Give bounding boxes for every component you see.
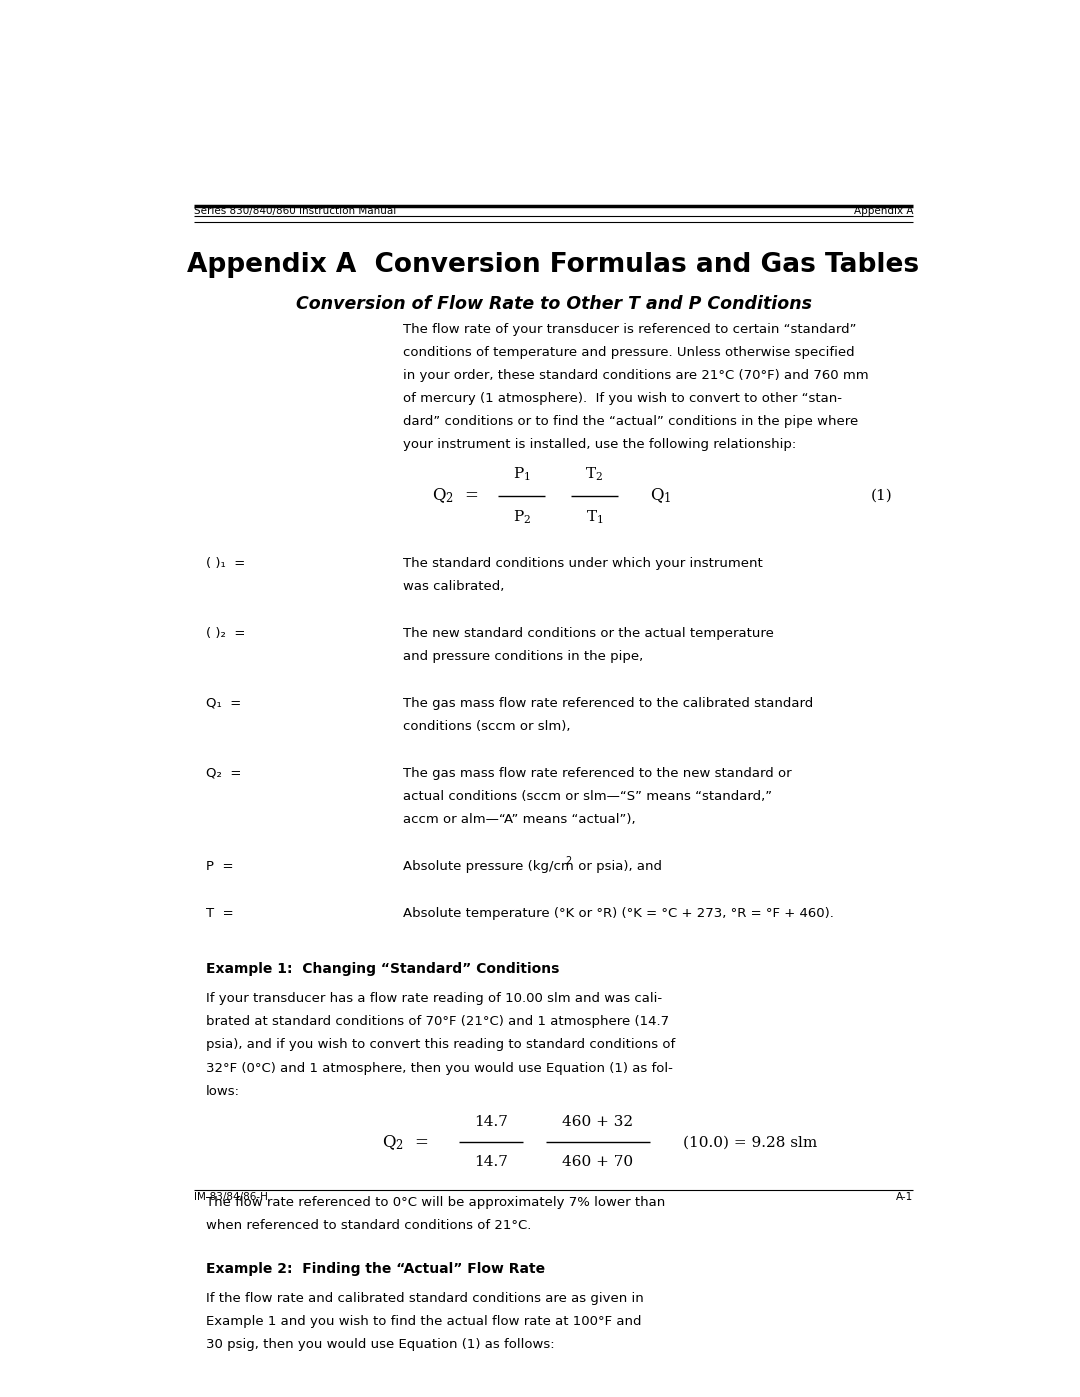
Text: The standard conditions under which your instrument: The standard conditions under which your…	[403, 557, 762, 570]
Text: Example 2:  Finding the “Actual” Flow Rate: Example 2: Finding the “Actual” Flow Rat…	[206, 1261, 545, 1275]
Text: 14.7: 14.7	[474, 1155, 508, 1169]
Text: $\mathregular{Q_1}$: $\mathregular{Q_1}$	[650, 486, 672, 506]
Text: psia), and if you wish to convert this reading to standard conditions of: psia), and if you wish to convert this r…	[206, 1038, 675, 1052]
Text: T  =: T =	[206, 907, 233, 919]
Text: Series 830/840/860 Instruction Manual: Series 830/840/860 Instruction Manual	[193, 205, 396, 215]
Text: conditions (sccm or slm),: conditions (sccm or slm),	[403, 719, 570, 733]
Text: Example 1:  Changing “Standard” Conditions: Example 1: Changing “Standard” Condition…	[206, 963, 559, 977]
Text: The new standard conditions or the actual temperature: The new standard conditions or the actua…	[403, 627, 773, 640]
Text: P  =: P =	[206, 859, 233, 873]
Text: dard” conditions or to find the “actual” conditions in the pipe where: dard” conditions or to find the “actual”…	[403, 415, 859, 427]
Text: $\mathregular{Q_2}$  =: $\mathregular{Q_2}$ =	[432, 486, 478, 506]
Text: lows:: lows:	[206, 1084, 240, 1098]
Text: 460 + 32: 460 + 32	[563, 1115, 634, 1129]
Text: 460 + 70: 460 + 70	[563, 1155, 634, 1169]
Text: or psia), and: or psia), and	[573, 859, 662, 873]
Text: Conversion of Flow Rate to Other T and P Conditions: Conversion of Flow Rate to Other T and P…	[296, 295, 811, 313]
Text: in your order, these standard conditions are 21°C (70°F) and 760 mm: in your order, these standard conditions…	[403, 369, 868, 381]
Text: The gas mass flow rate referenced to the new standard or: The gas mass flow rate referenced to the…	[403, 767, 792, 780]
Text: The flow rate of your transducer is referenced to certain “standard”: The flow rate of your transducer is refe…	[403, 323, 856, 335]
Text: 30 psig, then you would use Equation (1) as follows:: 30 psig, then you would use Equation (1)…	[206, 1338, 555, 1351]
Text: and pressure conditions in the pipe,: and pressure conditions in the pipe,	[403, 650, 643, 664]
Text: The flow rate referenced to 0°C will be approximately 7% lower than: The flow rate referenced to 0°C will be …	[206, 1196, 665, 1208]
Text: ( )₁  =: ( )₁ =	[206, 557, 245, 570]
Text: when referenced to standard conditions of 21°C.: when referenced to standard conditions o…	[206, 1220, 531, 1232]
Text: Absolute pressure (kg/cm: Absolute pressure (kg/cm	[403, 859, 573, 873]
Text: A-1: A-1	[896, 1192, 914, 1201]
Text: ( )₂  =: ( )₂ =	[206, 627, 245, 640]
Text: (1): (1)	[870, 489, 892, 503]
Text: 32°F (0°C) and 1 atmosphere, then you would use Equation (1) as fol-: 32°F (0°C) and 1 atmosphere, then you wo…	[206, 1062, 673, 1074]
Text: (10.0) = 9.28 slm: (10.0) = 9.28 slm	[684, 1136, 818, 1150]
Text: Appendix A  Conversion Formulas and Gas Tables: Appendix A Conversion Formulas and Gas T…	[188, 251, 919, 278]
Text: $\mathregular{T_1}$: $\mathregular{T_1}$	[585, 509, 604, 527]
Text: Q₂  =: Q₂ =	[206, 767, 242, 780]
Text: of mercury (1 atmosphere).  If you wish to convert to other “stan-: of mercury (1 atmosphere). If you wish t…	[403, 393, 841, 405]
Text: $\mathregular{P_1}$: $\mathregular{P_1}$	[513, 465, 530, 483]
Text: Example 1 and you wish to find the actual flow rate at 100°F and: Example 1 and you wish to find the actua…	[206, 1315, 642, 1329]
Text: 2: 2	[565, 855, 571, 866]
Text: your instrument is installed, use the following relationship:: your instrument is installed, use the fo…	[403, 439, 796, 451]
Text: $\mathregular{T_2}$: $\mathregular{T_2}$	[585, 465, 604, 483]
Text: 14.7: 14.7	[474, 1115, 508, 1129]
Text: If the flow rate and calibrated standard conditions are as given in: If the flow rate and calibrated standard…	[206, 1292, 644, 1305]
Text: $\mathregular{Q_2}$  =: $\mathregular{Q_2}$ =	[382, 1133, 429, 1151]
Text: The gas mass flow rate referenced to the calibrated standard: The gas mass flow rate referenced to the…	[403, 697, 813, 710]
Text: $\mathregular{P_2}$: $\mathregular{P_2}$	[513, 509, 530, 527]
Text: Absolute temperature (°K or °R) (°K = °C + 273, °R = °F + 460).: Absolute temperature (°K or °R) (°K = °C…	[403, 907, 834, 919]
Text: brated at standard conditions of 70°F (21°C) and 1 atmosphere (14.7: brated at standard conditions of 70°F (2…	[206, 1016, 670, 1028]
Text: Appendix A: Appendix A	[854, 205, 914, 215]
Text: conditions of temperature and pressure. Unless otherwise specified: conditions of temperature and pressure. …	[403, 345, 854, 359]
Text: If your transducer has a flow rate reading of 10.00 slm and was cali-: If your transducer has a flow rate readi…	[206, 992, 662, 1006]
Text: Q₁  =: Q₁ =	[206, 697, 242, 710]
Text: accm or alm—“A” means “actual”),: accm or alm—“A” means “actual”),	[403, 813, 635, 826]
Text: was calibrated,: was calibrated,	[403, 580, 504, 594]
Text: IM-83/84/86-H: IM-83/84/86-H	[193, 1192, 268, 1201]
Text: actual conditions (sccm or slm—“S” means “standard,”: actual conditions (sccm or slm—“S” means…	[403, 789, 772, 803]
